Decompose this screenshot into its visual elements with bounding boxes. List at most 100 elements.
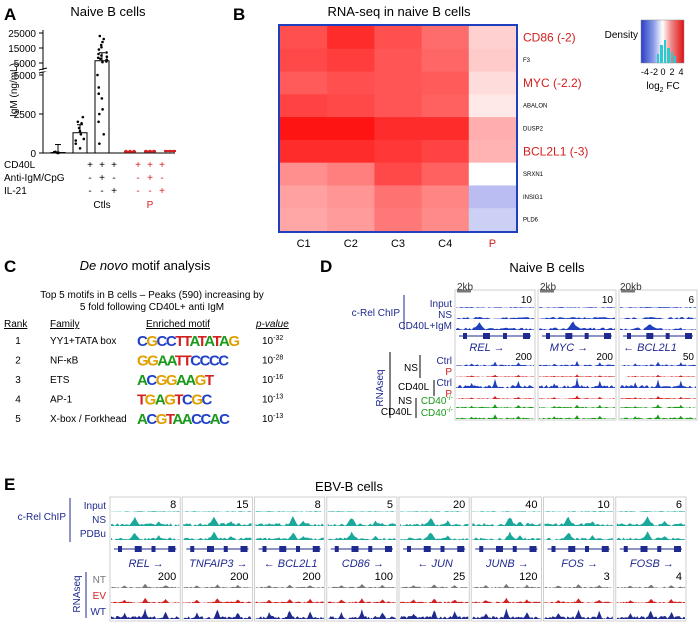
heatmap-cell	[327, 139, 375, 164]
heatmap-cell	[280, 48, 328, 73]
coverage-track	[327, 598, 396, 603]
panel-c: C De novo motif analysis Top 5 motifs in…	[4, 257, 289, 428]
data-point	[100, 97, 104, 100]
track-max-label: 200	[515, 352, 532, 363]
condition-label: CD40L	[4, 160, 36, 171]
track-max-label: 120	[519, 571, 537, 583]
coverage-track	[255, 598, 324, 603]
condition-sign: +	[147, 173, 153, 184]
coverage-track	[111, 511, 180, 512]
gene-label: MYC →	[550, 342, 589, 354]
track-max-label: 200	[596, 352, 613, 363]
data-point	[168, 149, 172, 153]
heatmap-row-label: INSIG1	[523, 195, 543, 201]
coverage-track	[472, 531, 541, 540]
data-point	[81, 115, 85, 119]
heatmap-row-label: MYC (-2.2)	[523, 76, 582, 90]
heatmap-cell	[374, 208, 423, 232]
heatmap-column-label: C4	[438, 238, 452, 250]
coverage-track	[255, 511, 324, 512]
data-point	[97, 52, 100, 56]
track-max-label: 200	[230, 571, 248, 583]
d-cd40l-group: CD40L	[398, 382, 430, 393]
data-point	[98, 112, 101, 116]
track-max-label: 10	[602, 295, 614, 306]
coverage-track	[544, 532, 613, 540]
e-track-ns: NS	[92, 515, 106, 526]
coverage-track	[620, 396, 696, 399]
coverage-track	[539, 307, 615, 308]
track-max-label: 3	[604, 571, 610, 583]
coverage-track	[400, 532, 469, 540]
panel-c-subtitle-2: 5 fold following CD40L+ anti IgM	[80, 302, 224, 313]
coverage-track	[539, 377, 615, 388]
condition-sign: -	[136, 173, 139, 184]
condition-sign: +	[99, 173, 105, 184]
browser-column	[537, 289, 617, 421]
coverage-track	[620, 307, 696, 308]
gene-label: ← BCL2L1	[623, 342, 677, 354]
d-rnaseq-label: RNAseq	[375, 369, 386, 406]
legend-tick: 0	[660, 67, 665, 77]
d-track-ctrl: Ctrl	[436, 356, 452, 367]
coverage-track	[183, 609, 252, 619]
track-max-label: 50	[683, 352, 695, 363]
condition-sign: -	[88, 186, 91, 197]
gene-label: ← BCL2L1	[264, 558, 318, 570]
track-max-label: 8	[315, 499, 321, 511]
heatmap-cell	[280, 185, 328, 209]
coverage-track	[400, 511, 469, 512]
coverage-track	[616, 610, 685, 619]
coverage-track	[255, 584, 324, 588]
panel-d-letter: D	[320, 257, 332, 276]
track-max-label: 10	[598, 499, 610, 511]
heatmap-row-label: DUSP2	[523, 127, 544, 133]
heatmap-cell	[468, 208, 517, 232]
browser-column	[618, 289, 698, 421]
motif-rank: 3	[15, 375, 21, 386]
panel-a-ytick: 15000	[8, 44, 36, 55]
condition-sign: +	[111, 160, 117, 171]
data-point	[144, 149, 148, 153]
d-ns-group: NS	[404, 363, 418, 374]
panel-a-ytick: 0	[30, 149, 36, 160]
d-track-ctrl: Ctrl	[436, 378, 452, 389]
coverage-track	[472, 597, 541, 603]
coverage-track	[400, 584, 469, 588]
coverage-track	[327, 511, 396, 512]
panel-c-letter: C	[4, 257, 16, 276]
browser-column	[470, 496, 542, 622]
e-track-ev: EV	[93, 591, 107, 602]
panel-b: B RNA-seq in naive B cells C1 C2 C3 C4 P CD86…	[233, 4, 685, 250]
group-ctls-label: Ctls	[93, 200, 110, 211]
coverage-track	[472, 511, 541, 512]
data-point	[98, 34, 102, 38]
heatmap-row-label: CD86 (-2)	[523, 30, 576, 44]
e-track-nt: NT	[93, 575, 106, 586]
coverage-track	[539, 321, 615, 330]
coverage-track	[255, 610, 324, 619]
browser-column	[109, 496, 181, 622]
heatmap-cell	[468, 71, 517, 95]
header-pvalue: p-value	[255, 319, 289, 330]
heatmap-cell	[327, 185, 375, 209]
data-point	[78, 129, 82, 133]
header-family: Family	[50, 319, 79, 330]
coverage-track	[456, 395, 534, 399]
heatmap-cell	[327, 162, 375, 186]
coverage-track	[616, 516, 685, 526]
motif-rank: 4	[15, 395, 21, 406]
browser-column	[326, 496, 398, 622]
coverage-track	[183, 516, 252, 526]
legend-axis-label: log2 FC	[646, 81, 679, 94]
condition-sign: -	[112, 173, 115, 184]
data-point	[78, 147, 82, 150]
coverage-track	[616, 599, 685, 603]
motif-pvalue: 10-16	[262, 374, 283, 386]
scale-label: 20kb	[620, 282, 642, 293]
condition-sign: +	[111, 186, 117, 197]
heatmap-cell	[327, 117, 375, 141]
condition-sign: -	[160, 173, 163, 184]
heatmap-cell	[280, 139, 328, 164]
d-track-cd40ko: CD40-/-	[421, 407, 454, 419]
